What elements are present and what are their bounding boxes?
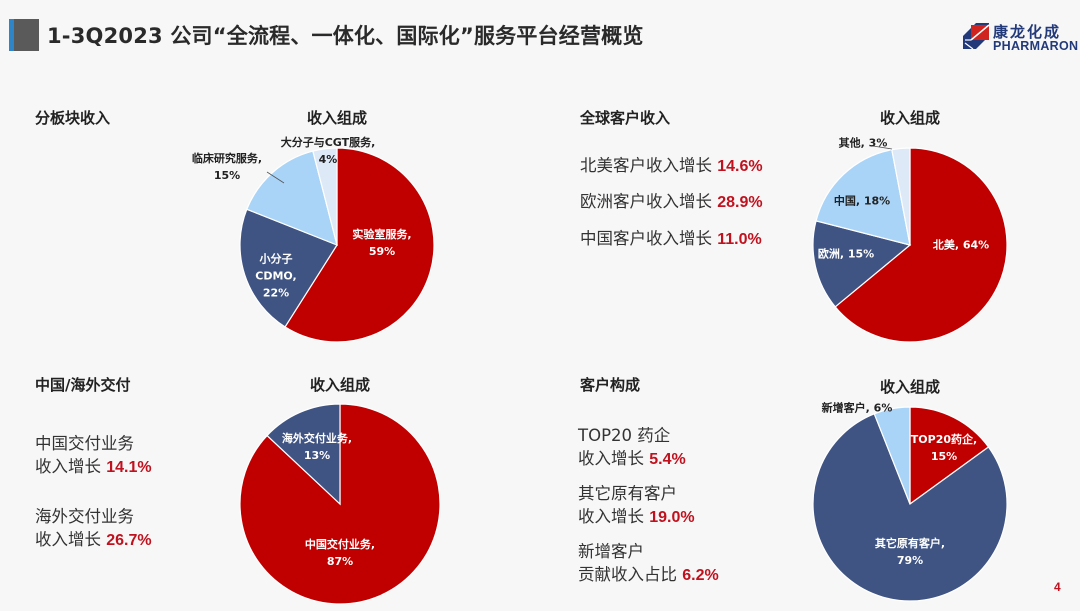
- stat-value: 28.9%: [717, 194, 763, 211]
- pie-label-overseas-delivery: 海外交付业务, 13%: [281, 432, 353, 462]
- pie-label-europe: 欧洲, 15%: [817, 247, 875, 261]
- title-accent-bar: [9, 19, 14, 51]
- pie-label-other: 其他, 3%: [838, 136, 888, 150]
- stat-china-delivery-line1: 中国交付业务: [35, 434, 134, 453]
- stat-value: 19.0%: [649, 509, 695, 526]
- stat-label: 贡献收入占比: [578, 565, 677, 584]
- stat-new-customers-line1: 新增客户: [578, 542, 644, 561]
- section-title-segment: 分板块收入: [35, 109, 111, 127]
- pie-label-top20: TOP20药企, 15%: [910, 433, 978, 463]
- stat-new-customers: 贡献收入占比 6.2%: [578, 563, 719, 588]
- stat-label: 收入增长: [578, 449, 644, 468]
- pie-label-north-america: 北美, 64%: [932, 238, 990, 252]
- pie-slice: [873, 406, 911, 505]
- stat-label: 欧洲客户收入增长: [580, 192, 712, 211]
- section-title-global: 全球客户收入: [580, 109, 671, 127]
- stat-value: 6.2%: [682, 567, 719, 584]
- stat-value: 26.7%: [106, 532, 152, 549]
- stat-value: 14.1%: [106, 459, 152, 476]
- pharmaron-logo: 康龙化成 PHARMARON: [963, 20, 1079, 54]
- stat-value: 11.0%: [717, 231, 762, 248]
- stat-china: 中国客户收入增长 11.0%: [580, 227, 762, 252]
- stat-label: 中国客户收入增长: [580, 229, 712, 248]
- pie-label-china: 中国, 18%: [833, 194, 891, 208]
- stat-label: 收入增长: [35, 530, 101, 549]
- stat-other-existing-line1: 其它原有客户: [578, 484, 677, 503]
- stat-label: 收入增长: [35, 457, 101, 476]
- title-block: [14, 19, 39, 51]
- stat-label: 北美客户收入增长: [580, 156, 712, 175]
- pie-label-biologics-cgt: 大分子与CGT服务, 4%: [280, 136, 376, 166]
- page-number: 4: [1054, 580, 1061, 594]
- stat-china-delivery: 收入增长 14.1%: [35, 455, 152, 480]
- section-title-customers: 客户构成: [580, 376, 641, 394]
- pie-label-other-existing: 其它原有客户, 79%: [874, 537, 946, 567]
- pie-label-clinical-services: 临床研究服务, 15%: [191, 152, 263, 182]
- page-title: 1-3Q2023 公司“全流程、一体化、国际化”服务平台经营概览: [47, 24, 644, 48]
- pie-label-small-molecule-cdmo: 小分子 CDMO, 22%: [255, 252, 297, 300]
- chart-title-delivery: 收入组成: [309, 376, 371, 394]
- leader-line: [266, 171, 285, 184]
- pie-slice: [891, 147, 911, 246]
- pie-label-china-delivery: 中国交付业务, 87%: [304, 538, 376, 568]
- stat-top20: 收入增长 5.4%: [578, 447, 686, 472]
- stat-overseas-delivery: 收入增长 26.7%: [35, 528, 152, 553]
- stat-top20-line1: TOP20 药企: [578, 426, 671, 445]
- logo-chinese-name: 康龙化成: [993, 23, 1062, 41]
- stat-other-existing: 收入增长 19.0%: [578, 505, 695, 530]
- chart-title-segment: 收入组成: [306, 109, 368, 127]
- stat-value: 14.6%: [717, 158, 763, 175]
- stat-overseas-delivery-line1: 海外交付业务: [35, 507, 134, 526]
- pie-label-lab-services: 实验室服务, 59%: [352, 228, 412, 258]
- pie-label-new-customers: 新增客户, 6%: [821, 401, 893, 415]
- chart-title-customers: 收入组成: [879, 378, 941, 396]
- slide-header: 1-3Q2023 公司“全流程、一体化、国际化”服务平台经营概览: [9, 19, 644, 51]
- chart-title-global: 收入组成: [879, 109, 941, 127]
- logo-english-name: PHARMARON: [993, 39, 1079, 53]
- section-title-delivery: 中国/海外交付: [35, 376, 131, 394]
- pie-slice: [812, 220, 912, 308]
- stat-label: 收入增长: [578, 507, 644, 526]
- stat-europe: 欧洲客户收入增长 28.9%: [580, 190, 763, 215]
- logo-mark-icon: [963, 23, 989, 49]
- stat-north-america: 北美客户收入增长 14.6%: [580, 154, 763, 179]
- stat-value: 5.4%: [649, 451, 686, 468]
